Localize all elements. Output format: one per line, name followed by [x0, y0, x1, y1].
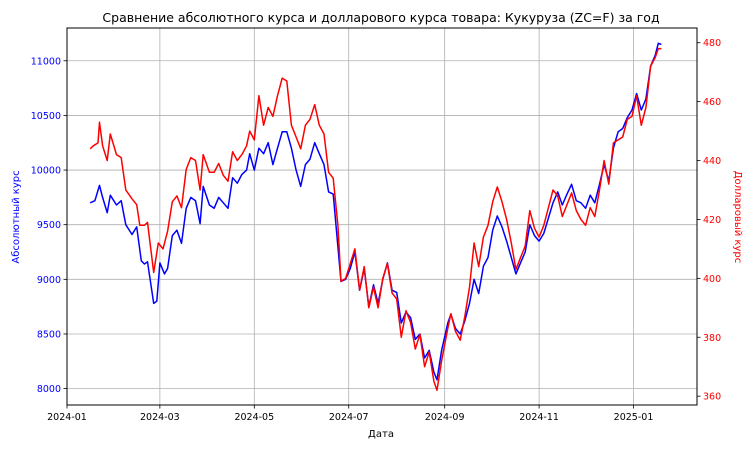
y-right-tick-label: 380 — [703, 333, 721, 344]
y-right-tick-label: 400 — [703, 274, 721, 285]
x-axis-label: Дата — [368, 429, 394, 440]
y-left-tick-label: 8500 — [37, 329, 61, 340]
y-left-tick-label: 10500 — [31, 111, 61, 122]
series-group — [89, 42, 662, 392]
plot-frame — [66, 27, 698, 406]
y-right-tick-label: 480 — [703, 38, 721, 49]
x-tick-label: 2024-07 — [329, 412, 369, 423]
y-left-tick-label: 10000 — [31, 166, 61, 177]
y-axis-left-label: Абсолютный курс — [11, 170, 22, 263]
y-right-tick-label: 440 — [703, 156, 721, 167]
x-tick-label: 2024-09 — [425, 412, 465, 423]
y-left-tick-label: 9500 — [37, 220, 61, 231]
x-tick-label: 2024-11 — [519, 412, 559, 423]
x-tick-label: 2024-01 — [47, 412, 87, 423]
y-right-tick-label: 360 — [703, 392, 721, 403]
y-left-tick-label: 9000 — [37, 275, 61, 286]
y-right-tick-label: 420 — [703, 215, 721, 226]
ticks: 2024-01 2024-03 2024-05 2024-07 2024-09 2024-… — [31, 38, 721, 423]
y-axis-right-label: Долларовый курс — [732, 171, 743, 264]
y-left-tick-label: 8000 — [37, 384, 61, 395]
x-tick-label: 2024-05 — [234, 412, 274, 423]
chart-title: Сравнение абсолютного курса и долларовог… — [102, 10, 659, 25]
series-line-left — [89, 42, 662, 381]
y-right-tick-label: 460 — [703, 97, 721, 108]
x-tick-label: 2024-03 — [140, 412, 180, 423]
x-tick-label: 2025-01 — [614, 412, 654, 423]
y-left-tick-label: 11000 — [31, 56, 61, 67]
series-line-right — [89, 47, 662, 392]
